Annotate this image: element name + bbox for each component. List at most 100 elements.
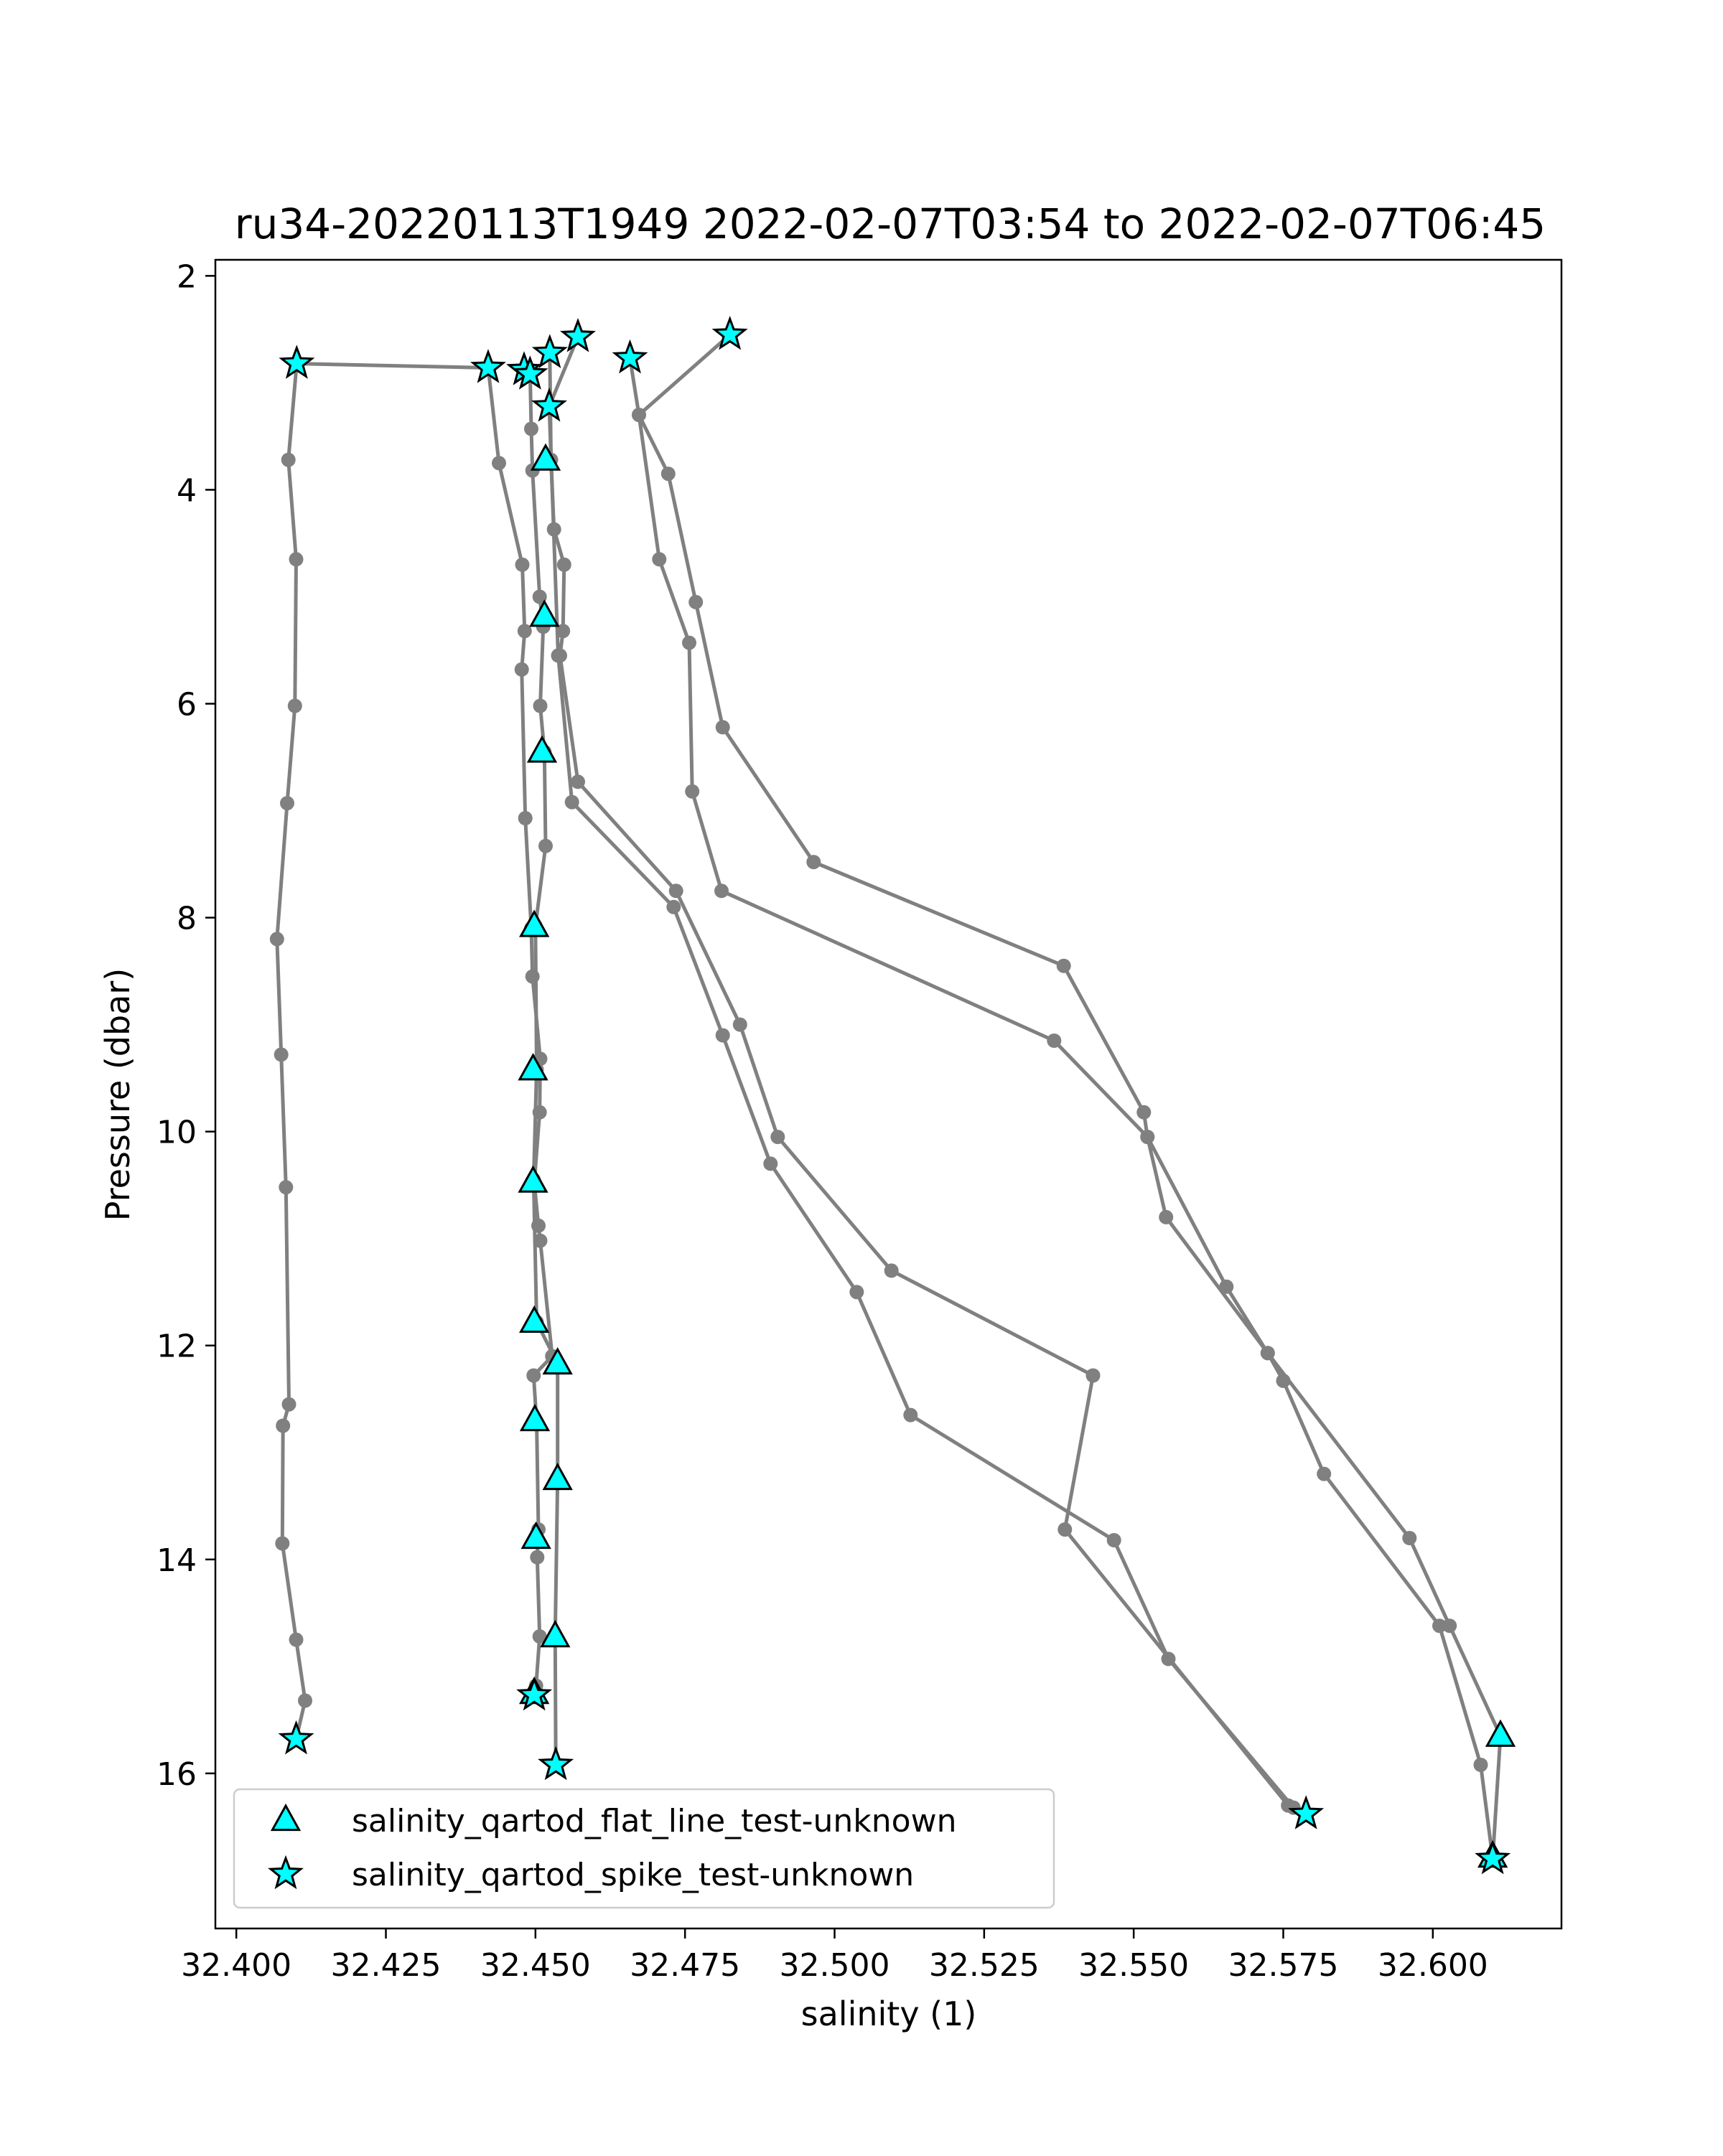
x-tick-label-5: 32.500: [780, 1947, 890, 1984]
x-tick-label-9: 32.600: [1378, 1947, 1488, 1984]
star-marker-7: [612, 339, 648, 374]
profile-3-point-11: [884, 1263, 899, 1278]
y-axis-label: Pressure (dbar): [98, 968, 137, 1221]
star-marker-11: [516, 1676, 553, 1711]
profile-1-point-13: [281, 452, 296, 467]
profile-6-point-10: [1219, 1279, 1234, 1294]
y-tick-label-2: 4: [177, 472, 197, 509]
profile-5-point-4: [682, 635, 696, 650]
star-marker-8: [711, 316, 748, 350]
x-axis-label: salinity (1): [801, 1995, 977, 2033]
profile-1-point-32: [530, 1550, 545, 1565]
profile-1-point-18: [517, 624, 532, 639]
profile-2-point-6: [533, 698, 548, 713]
legend-star-icon: [268, 1855, 304, 1890]
profile-3-point-4: [556, 557, 571, 572]
star-marker-2: [470, 349, 506, 383]
star-marker-6: [560, 318, 596, 352]
profile-6-point-3: [660, 467, 676, 482]
y-tick-label-5: 10: [157, 1115, 197, 1151]
profile-4-point-6: [715, 1028, 730, 1043]
star-marker-9: [531, 387, 567, 422]
profile-5-point-9: [1159, 1209, 1174, 1224]
profile-3-point-8: [668, 884, 683, 899]
profile-2-point-4: [532, 589, 547, 604]
plot-frame: [214, 258, 1563, 1930]
legend-label-1: salinity_qartod_flat_line_test-unknown: [352, 1803, 956, 1839]
triangle-marker-9: [519, 1403, 551, 1432]
profile-4-point-11: [1161, 1651, 1176, 1667]
chart-title: ru34-20220113T1949 2022-02-07T03:54 to 2…: [235, 200, 1546, 248]
y-tick-label-1: 2: [177, 258, 197, 295]
star-marker-12: [538, 1745, 574, 1781]
profile-1-point-12: [289, 552, 304, 567]
profile-6-point-12: [1402, 1531, 1417, 1545]
triangle-marker-2: [529, 599, 560, 627]
profile-1-point-29: [526, 1368, 541, 1383]
triangle-marker-6: [518, 1165, 548, 1193]
profile-5-point-12: [1317, 1466, 1332, 1481]
plot-area: [269, 316, 1516, 1875]
x-tick-label-6: 32.525: [929, 1947, 1040, 1984]
profile-5-point-13: [1432, 1618, 1447, 1634]
profile-1-point-20: [518, 811, 533, 825]
y-tick-label-4: 8: [177, 901, 197, 937]
profile-6-point-11: [1260, 1346, 1275, 1361]
profile-1-point-16: [492, 456, 506, 471]
triangle-marker-8: [542, 1346, 573, 1375]
profile-2-point-2: [524, 421, 538, 436]
profile-4-point-3: [551, 648, 566, 663]
profile-4-point-5: [666, 899, 681, 914]
profile-6-point-4: [688, 594, 704, 609]
profile-1-point-19: [514, 662, 529, 677]
y-tick-label-6: 12: [157, 1328, 197, 1365]
profile-line-2: [528, 370, 560, 1766]
profile-5-point-6: [714, 884, 729, 899]
legend-label-2: salinity_qartod_spike_test-unknown: [352, 1857, 914, 1893]
profile-6-point-2: [632, 408, 646, 423]
profile-4-point-7: [763, 1156, 778, 1171]
legend-box: [233, 1788, 1055, 1909]
profile-4-point-4: [564, 795, 579, 810]
profile-6-point-5: [715, 720, 730, 735]
profile-1-point-9: [269, 932, 284, 947]
triangle-marker-7: [519, 1305, 550, 1334]
x-tick-label-3: 32.450: [480, 1947, 591, 1984]
y-tick-label-3: 6: [177, 687, 197, 723]
profile-4-point-9: [903, 1407, 918, 1423]
profile-5-point-5: [685, 784, 700, 799]
star-marker-10: [278, 1720, 314, 1755]
profile-6-point-9: [1140, 1130, 1155, 1145]
triangle-marker-4: [519, 909, 550, 937]
profile-5-point-14: [1473, 1758, 1488, 1772]
triangle-marker-12: [540, 1620, 571, 1648]
axes: 32.400 32.425 32.450 32.475 32.500 32.525 32.5…: [157, 258, 1488, 1984]
triangle-marker-3: [526, 735, 558, 763]
profile-1-point-2: [298, 1693, 312, 1708]
profile-1-point-3: [289, 1632, 304, 1647]
profile-2-point-8: [538, 838, 553, 853]
profile-1-point-4: [275, 1536, 290, 1551]
profile-3-point-5: [556, 624, 571, 639]
x-tick-label-1: 32.400: [181, 1947, 291, 1984]
legend: salinity_qartod_flat_line_test-unknownsa…: [233, 1788, 1055, 1909]
profile-3-point-7: [571, 774, 585, 789]
profile-5-point-3: [652, 552, 667, 567]
triangle-marker-10: [542, 1462, 573, 1491]
profile-3-point-10: [770, 1130, 785, 1145]
x-tick-label-8: 32.575: [1228, 1947, 1339, 1984]
star-marker-14: [1475, 1839, 1511, 1875]
profile-4-point-8: [849, 1285, 864, 1300]
profile-1-point-6: [281, 1397, 296, 1412]
profile-3-point-13: [1057, 1522, 1073, 1537]
profile-3-point-12: [1085, 1368, 1101, 1383]
profile-1-point-10: [280, 796, 294, 811]
profile-1-point-11: [287, 698, 302, 713]
triangle-marker-5: [518, 1053, 548, 1081]
profile-1-point-33: [532, 1629, 547, 1644]
legend-triangle-icon: [270, 1803, 302, 1832]
x-tick-label-7: 32.550: [1078, 1947, 1189, 1984]
star-marker-13: [1288, 1795, 1325, 1829]
y-tick-label-8: 16: [157, 1756, 197, 1793]
